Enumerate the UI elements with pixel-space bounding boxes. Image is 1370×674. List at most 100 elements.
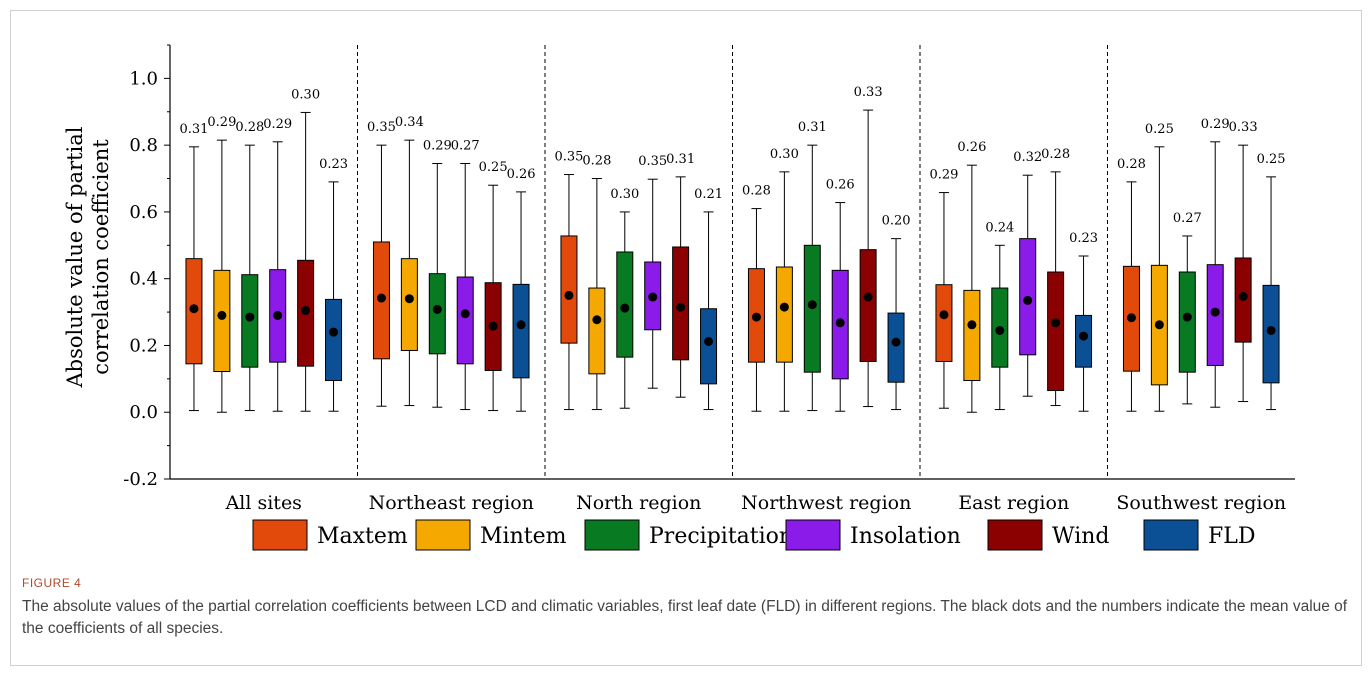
mean-value-label: 0.27 <box>1173 211 1202 226</box>
y-tick-label: -0.2 <box>123 469 158 490</box>
box-wind <box>1047 271 1065 392</box>
mean-dot <box>1154 320 1164 330</box>
mean-dot <box>939 310 949 320</box>
mean-dot <box>217 310 227 320</box>
box-mintem <box>775 266 793 363</box>
box-mintem <box>400 258 418 351</box>
mean-value-label: 0.32 <box>1013 150 1042 165</box>
mean-dot <box>676 302 686 312</box>
mean-dot <box>863 292 873 302</box>
mean-value-label: 0.26 <box>826 178 855 193</box>
group-label: Northeast region <box>369 492 534 514</box>
mean-dot <box>273 310 283 320</box>
box-fld <box>700 308 718 385</box>
mean-dot <box>189 304 199 314</box>
box-insolation <box>456 276 474 365</box>
y-tick-label: 0.6 <box>129 202 158 223</box>
mean-dot <box>967 320 977 330</box>
chart-marks: 0.310.290.280.290.300.230.350.340.290.27… <box>179 85 1286 413</box>
y-axis-label: Absolute value of partialcorrelation coe… <box>63 126 113 388</box>
box-fld <box>1075 314 1093 368</box>
mean-value-label: 0.28 <box>742 184 771 199</box>
legend-label: FLD <box>1208 524 1256 549</box>
mean-value-label: 0.29 <box>929 168 958 183</box>
mean-value-label: 0.25 <box>479 160 508 175</box>
mean-dot <box>564 290 574 300</box>
mean-value-label: 0.33 <box>1229 120 1258 135</box>
y-tick-label: 0.4 <box>129 269 158 290</box>
legend-label: Maxtem <box>317 524 408 549</box>
box-maxtem <box>935 284 953 362</box>
group-label: All sites <box>225 492 302 514</box>
mean-dot <box>751 312 761 322</box>
mean-dot <box>376 293 386 303</box>
mean-value-label: 0.30 <box>291 87 320 102</box>
mean-value-label: 0.35 <box>638 154 667 169</box>
mean-value-label: 0.31 <box>666 152 695 167</box>
mean-value-label: 0.28 <box>582 154 611 169</box>
mean-dot <box>807 300 817 310</box>
mean-value-label: 0.35 <box>367 120 396 135</box>
y-axis-label-line: correlation coefficient <box>89 139 113 375</box>
mean-dot <box>779 302 789 312</box>
mean-dot <box>995 325 1005 335</box>
box-precipitation <box>1178 271 1196 373</box>
mean-value-label: 0.20 <box>882 214 911 229</box>
mean-value-label: 0.28 <box>1041 147 1070 162</box>
mean-value-label: 0.28 <box>235 120 264 135</box>
mean-dot <box>891 337 901 347</box>
mean-dot <box>1210 307 1220 317</box>
box-fld <box>512 283 530 379</box>
mean-value-label: 0.30 <box>770 147 799 162</box>
figure-caption: The absolute values of the partial corre… <box>22 598 1348 637</box>
group-label: Northwest region <box>741 492 911 514</box>
y-tick-label: 0.0 <box>129 402 158 423</box>
mean-dot <box>1023 295 1033 305</box>
box-fld <box>325 298 343 382</box>
mean-dot <box>404 294 414 304</box>
mean-dot <box>329 327 339 337</box>
box-maxtem <box>560 235 578 344</box>
legend-swatch <box>584 519 640 551</box>
box-mintem <box>213 269 231 373</box>
group-label: East region <box>958 492 1069 514</box>
mean-value-label: 0.21 <box>694 187 723 202</box>
legend-swatch <box>987 519 1043 551</box>
mean-dot <box>1238 291 1248 301</box>
figure-label: FIGURE 4 <box>22 576 82 590</box>
group-label: North region <box>576 492 701 514</box>
y-axis-label-line: Absolute value of partial <box>63 126 87 388</box>
mean-value-label: 0.29 <box>207 115 236 130</box>
y-tick-label: 0.8 <box>129 135 158 156</box>
legend-label: Insolation <box>850 524 961 549</box>
mean-dot <box>648 292 658 302</box>
axes: -0.2 0.0 0.2 0.4 0.6 0.8 1.0 Absolute value of … <box>63 44 1295 514</box>
mean-dot <box>1126 313 1136 323</box>
box-fld <box>887 312 905 383</box>
mean-value-label: 0.24 <box>985 220 1014 235</box>
mean-value-label: 0.34 <box>395 115 424 130</box>
y-tick-label: 0.2 <box>129 335 158 356</box>
box-wind <box>859 249 877 362</box>
mean-dot <box>488 321 498 331</box>
mean-dot <box>1051 318 1061 328</box>
legend-label: Wind <box>1052 524 1110 549</box>
mean-value-label: 0.25 <box>1257 152 1286 167</box>
mean-value-label: 0.23 <box>319 157 348 172</box>
mean-value-label: 0.29 <box>263 117 292 132</box>
mean-dot <box>1079 331 1089 341</box>
mean-value-label: 0.29 <box>423 139 452 154</box>
mean-value-label: 0.27 <box>451 139 480 154</box>
group-label: Southwest region <box>1116 492 1286 514</box>
mean-dot <box>516 320 526 330</box>
mean-value-label: 0.35 <box>554 150 583 165</box>
legend-label: Precipitation <box>649 524 793 549</box>
mean-value-label: 0.26 <box>507 167 536 182</box>
figure-frame <box>10 10 1362 666</box>
mean-value-label: 0.29 <box>1201 117 1230 132</box>
mean-dot <box>620 303 630 313</box>
box-plot-chart: -0.2 0.0 0.2 0.4 0.6 0.8 1.0 Absolute value of … <box>63 44 1295 551</box>
mean-dot <box>592 315 602 325</box>
legend: Maxtem Mintem Precipitation Insolation Wind F… <box>252 519 1256 551</box>
mean-dot <box>1182 312 1192 322</box>
